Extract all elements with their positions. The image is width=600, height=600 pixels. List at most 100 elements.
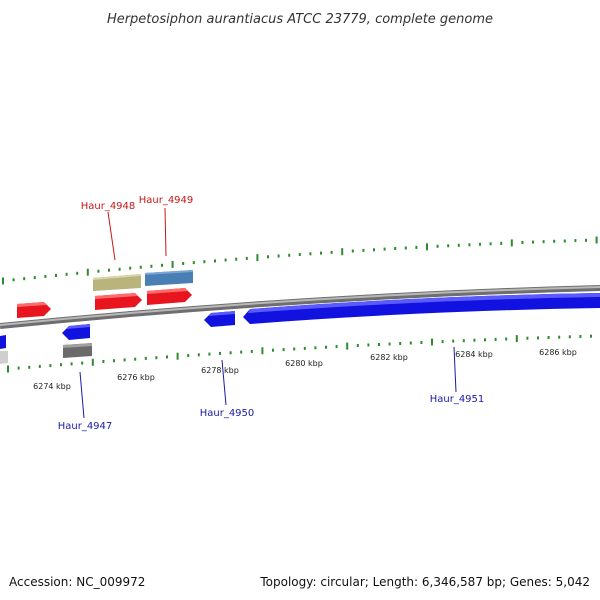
minor-tick (288, 253, 291, 257)
tick-label: 6278 kbp (201, 366, 239, 375)
gene-forward-left[interactable] (17, 302, 51, 318)
minor-tick (166, 355, 168, 359)
feature-haur-4949[interactable] (145, 270, 193, 286)
minor-tick (224, 258, 227, 262)
minor-tick (568, 335, 571, 339)
minor-tick (118, 267, 121, 271)
minor-tick (293, 347, 296, 351)
major-tick (256, 254, 259, 262)
minor-tick (134, 357, 137, 361)
leader-line-haur-4949 (164, 207, 167, 257)
minor-tick (123, 358, 126, 362)
leader-line-haur-4951 (453, 346, 457, 393)
minor-tick (33, 276, 36, 280)
minor-tick (229, 351, 232, 355)
minor-tick (81, 361, 84, 365)
gene-haur-4949[interactable] (147, 288, 192, 305)
gene-label-haur-4947[interactable]: Haur_4947 (58, 421, 113, 432)
major-tick (176, 352, 179, 360)
minor-tick (245, 256, 248, 260)
minor-tick (309, 252, 312, 256)
major-tick (346, 342, 349, 350)
genome-summary-text: Topology: circular; Length: 6,346,587 bp… (259, 575, 590, 589)
minor-tick (303, 346, 306, 350)
gene-label-haur-4948[interactable]: Haur_4948 (81, 201, 136, 212)
genome-backbone (0, 285, 600, 329)
gene-haur-4947[interactable] (62, 324, 90, 340)
minor-tick (553, 239, 556, 243)
minor-tick (155, 356, 158, 360)
minor-tick (447, 244, 450, 248)
minor-tick (473, 338, 476, 342)
minor-tick (76, 271, 79, 275)
feature-gray[interactable] (63, 343, 92, 358)
minor-tick (574, 239, 577, 243)
minor-tick (388, 342, 391, 346)
minor-tick (214, 259, 216, 263)
gene-label-haur-4949[interactable]: Haur_4949 (139, 195, 194, 206)
minor-tick (335, 345, 338, 349)
minor-tick (484, 338, 486, 342)
minor-tick (235, 257, 238, 261)
gene-label-haur-4951[interactable]: Haur_4951 (430, 394, 485, 405)
leader-line-haur-4947 (79, 371, 85, 419)
minor-tick (44, 275, 47, 278)
minor-tick (70, 362, 73, 366)
minor-tick (399, 342, 402, 345)
gene-haur-4951[interactable] (243, 293, 600, 324)
minor-tick (436, 244, 439, 248)
minor-tick (197, 353, 200, 357)
gene-label-haur-4950[interactable]: Haur_4950 (200, 408, 255, 419)
major-tick (595, 236, 598, 244)
major-tick (261, 347, 264, 355)
minor-tick (65, 272, 68, 276)
minor-tick (219, 351, 221, 355)
minor-tick (330, 250, 333, 254)
tick-label: 6276 kbp (117, 373, 155, 382)
minor-tick (500, 241, 503, 245)
minor-tick (250, 350, 253, 353)
minor-tick (192, 261, 195, 265)
feature-haur-4948[interactable] (93, 274, 141, 291)
gene-haur-4948[interactable] (95, 293, 142, 310)
minor-tick (362, 248, 365, 252)
leader-line-haur-4948 (107, 211, 116, 261)
tick-label: 6280 kbp (285, 359, 323, 368)
minor-tick (38, 364, 41, 368)
minor-tick (161, 263, 163, 267)
gene-reverse-left-edge[interactable] (0, 335, 6, 349)
minor-tick (113, 359, 115, 363)
minor-tick (320, 251, 322, 255)
minor-tick (367, 343, 370, 347)
minor-tick (409, 341, 412, 345)
minor-tick (267, 255, 269, 259)
major-tick (7, 365, 9, 373)
feature-lightgray-left-edge[interactable] (0, 351, 8, 364)
minor-tick (373, 248, 375, 252)
major-tick (515, 335, 518, 343)
minor-tick (494, 337, 497, 341)
minor-tick (579, 335, 582, 338)
minor-tick (272, 348, 274, 352)
minor-tick (28, 365, 31, 369)
minor-tick (60, 363, 62, 367)
minor-tick (537, 336, 539, 340)
minor-tick (468, 243, 471, 247)
minor-tick (129, 266, 132, 270)
minor-tick (314, 346, 317, 350)
tick-labels: 6274 kbp 6276 kbp 6278 kbp 6280 kbp 6282… (33, 348, 577, 391)
minor-tick (585, 238, 587, 242)
minor-tick (457, 243, 460, 247)
minor-tick (208, 352, 211, 356)
major-tick (431, 338, 433, 346)
inner-tick-row (7, 334, 592, 373)
minor-tick (17, 366, 20, 370)
minor-tick (489, 242, 492, 246)
minor-tick (325, 345, 327, 349)
minor-tick (420, 341, 423, 344)
gene-haur-4950[interactable] (204, 311, 235, 327)
minor-tick (452, 339, 455, 343)
tick-label: 6286 kbp (539, 348, 577, 357)
minor-tick (240, 350, 243, 354)
